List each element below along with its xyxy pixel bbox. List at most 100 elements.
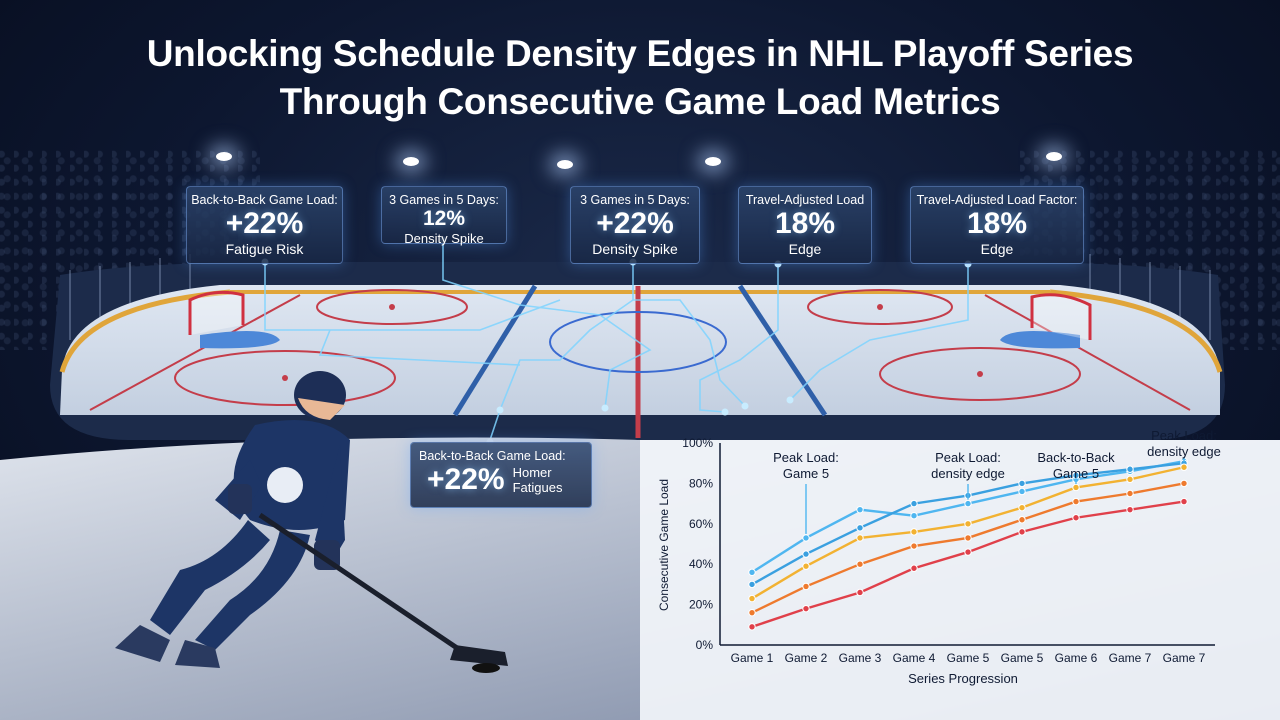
card-sub-2: Fatigues	[512, 480, 563, 495]
annotation-label: Game 5	[783, 466, 829, 481]
card-sub: Edge	[980, 241, 1014, 257]
x-axis-label: Series Progression	[908, 671, 1018, 686]
data-point	[748, 608, 756, 617]
data-point	[1126, 489, 1134, 498]
data-point	[910, 542, 918, 550]
x-tick-label: Game 3	[839, 651, 882, 665]
data-point	[1126, 475, 1134, 484]
data-point	[802, 582, 810, 591]
data-point	[856, 560, 864, 568]
data-point	[802, 550, 810, 558]
data-point	[856, 524, 864, 532]
annotation-label: Peak Load:	[1151, 428, 1217, 443]
card-sub: Density Spike	[592, 241, 678, 257]
data-point	[802, 604, 810, 613]
data-point	[802, 562, 810, 570]
data-point	[1180, 463, 1188, 471]
card-sub: Density Spike	[404, 231, 484, 246]
metric-card-travel-factor: Travel-Adjusted Load Factor: 18% Edge	[910, 186, 1084, 264]
metric-card-travel-load: Travel-Adjusted Load 18% Edge	[738, 186, 872, 264]
card-value: 12%	[422, 207, 466, 230]
annotation-label: density edge	[931, 466, 1005, 481]
right-goal	[1030, 293, 1092, 340]
title-line-1: Unlocking Schedule Density Edges in NHL …	[146, 33, 1134, 74]
card-sub-1: Homer	[512, 465, 552, 480]
card-value: 18%	[966, 207, 1028, 240]
metric-card-three-in-five-a: 3 Games in 5 Days: 12% Density Spike	[381, 186, 507, 246]
data-point	[910, 528, 918, 536]
title-line-2: Through Consecutive Game Load Metrics	[279, 81, 1001, 122]
metric-card-back-to-back: Back-to-Back Game Load: +22% Fatigue Ris…	[186, 186, 343, 264]
data-point	[964, 499, 972, 508]
annotation-label: density edge	[1147, 444, 1221, 459]
data-point	[802, 534, 810, 542]
data-point	[964, 534, 972, 542]
data-point	[910, 499, 918, 508]
card-value: +22%	[427, 463, 505, 496]
data-point	[1072, 514, 1080, 522]
card-label: 3 Games in 5 Days:	[580, 193, 690, 207]
data-point	[964, 548, 972, 556]
data-point	[748, 594, 756, 603]
page-title: Unlocking Schedule Density Edges in NHL …	[0, 30, 1280, 126]
y-axis-label: Consecutive Game Load	[657, 479, 671, 611]
data-point	[1018, 487, 1026, 496]
blue-line-left	[452, 284, 538, 417]
hockey-player-illustration	[115, 371, 508, 673]
card-value: 18%	[774, 207, 836, 240]
x-tick-label: Game 1	[731, 651, 774, 665]
data-point	[748, 568, 756, 576]
y-tick-label: 20%	[689, 598, 713, 612]
x-tick-label: Game 2	[785, 651, 828, 665]
center-circle	[549, 311, 727, 373]
annotation-label: Game 5	[1053, 466, 1099, 481]
data-point	[1180, 497, 1188, 506]
data-point	[1072, 497, 1080, 506]
y-tick-label: 80%	[689, 476, 713, 490]
data-point	[856, 505, 864, 514]
x-tick-label: Game 5	[947, 651, 990, 665]
data-point	[856, 534, 864, 542]
annotation-label: Back-to-Back	[1037, 450, 1115, 465]
data-point	[1018, 503, 1026, 512]
data-point	[964, 520, 972, 528]
y-tick-label: 100%	[682, 436, 713, 450]
annotation-label: Peak Load:	[773, 450, 839, 465]
data-point	[1018, 479, 1026, 488]
y-tick-label: 40%	[689, 557, 713, 571]
arena-light	[705, 157, 721, 166]
data-point	[1072, 483, 1080, 492]
card-sub: Fatigue Risk	[225, 241, 304, 257]
y-tick-label: 60%	[689, 517, 713, 531]
card-label: Back-to-Back Game Load:	[419, 449, 566, 463]
card-sub: Edge	[788, 241, 822, 257]
arena-light	[216, 152, 232, 161]
data-point	[748, 580, 756, 589]
x-tick-label: Game 6	[1055, 651, 1098, 665]
metric-card-three-in-five-b: 3 Games in 5 Days: +22% Density Spike	[570, 186, 700, 264]
card-value: +22%	[225, 207, 304, 240]
data-point	[910, 512, 918, 520]
card-value: +22%	[596, 207, 674, 240]
card-label: Travel-Adjusted Load Factor:	[916, 193, 1078, 207]
data-point	[1018, 528, 1026, 536]
arena-light	[1046, 152, 1062, 161]
data-point	[748, 623, 756, 631]
card-label: Travel-Adjusted Load	[745, 193, 865, 207]
arena-light	[557, 160, 573, 169]
annotation-label: Peak Load:	[935, 450, 1001, 465]
metric-card-center: Back-to-Back Game Load: +22% Homer Fatig…	[410, 442, 592, 508]
x-tick-label: Game 5	[1001, 651, 1044, 665]
left-goal	[188, 290, 245, 335]
y-tick-label: 0%	[696, 638, 714, 652]
data-point	[1180, 479, 1188, 488]
arena-light	[403, 157, 419, 166]
card-label: 3 Games in 5 Days:	[389, 193, 499, 207]
x-tick-label: Game 4	[893, 651, 936, 665]
data-point	[1018, 516, 1026, 524]
x-tick-label: Game 7	[1109, 651, 1152, 665]
data-point	[1126, 505, 1134, 514]
blue-line-right	[737, 284, 828, 417]
